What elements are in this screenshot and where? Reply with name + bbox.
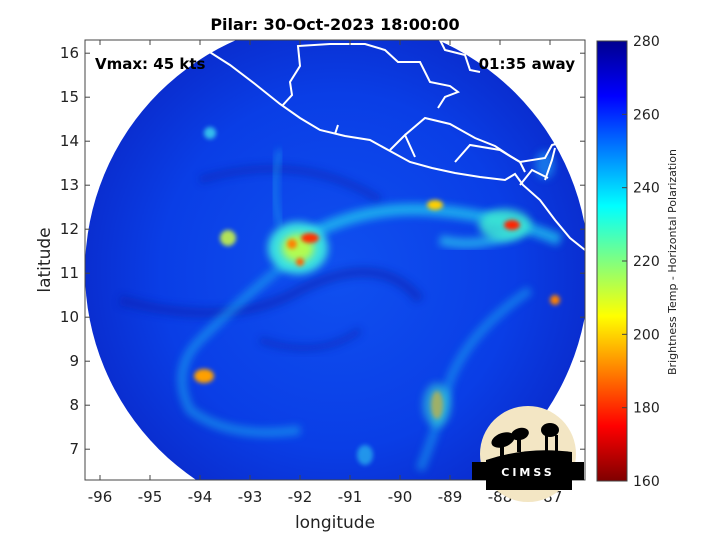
x-axis-label: longitude	[295, 513, 375, 533]
swath-disk	[85, 40, 585, 480]
x-tick-label: -91	[338, 488, 363, 506]
colorbar-tick-label: 180	[633, 401, 660, 417]
logo-dishes-icon	[486, 423, 572, 490]
y-tick-label: 15	[60, 88, 79, 106]
axes-frame	[84, 39, 586, 481]
x-tick-label: -96	[88, 488, 113, 506]
y-tick-label: 8	[69, 396, 79, 414]
coastline-borders	[85, 40, 585, 251]
y-axis-label: latitude	[35, 227, 55, 292]
logo-text: CIMSS	[501, 466, 554, 479]
y-tick-label: 10	[60, 308, 79, 326]
colorbar-tick-label: 280	[633, 34, 660, 50]
plot-title: Pilar: 30-Oct-2023 18:00:00	[210, 15, 459, 34]
colorbar-label: Brightness Temp - Horizontal Polarizatio…	[666, 149, 679, 375]
y-tick-label: 14	[60, 132, 79, 150]
vmax-annotation: Vmax: 45 kts	[95, 55, 205, 73]
map-area	[85, 40, 585, 480]
colorbar-tick-label: 220	[633, 254, 660, 270]
colorbar-tick-label: 160	[633, 474, 660, 490]
x-tick-label: -90	[388, 488, 413, 506]
colorbar: 160 180 200 220 240 260 280 Brightness Temp - …	[596, 34, 679, 490]
swath-features	[118, 127, 563, 472]
logo-banner	[472, 462, 584, 480]
x-tick-label: -92	[288, 488, 313, 506]
y-tick-label: 13	[60, 176, 79, 194]
x-axis-ticks: -96 -95 -94 -93 -92 -91 -90 -89 -88 -87	[88, 40, 562, 506]
time-away-annotation: 01:35 away	[479, 55, 576, 73]
x-tick-label: -93	[238, 488, 263, 506]
colorbar-tick-label: 200	[633, 327, 660, 343]
x-tick-label: -95	[138, 488, 163, 506]
colorbar-tick-label: 240	[633, 181, 660, 197]
colorbar-tick-label: 260	[633, 107, 660, 123]
x-tick-label: -89	[438, 488, 463, 506]
y-tick-label: 11	[60, 264, 79, 282]
y-tick-label: 12	[60, 220, 79, 238]
y-axis-ticks: 7 8 9 10 11 12 13 14 15 16	[60, 44, 585, 458]
x-tick-label: -94	[188, 488, 213, 506]
y-tick-label: 9	[69, 352, 79, 370]
y-tick-label: 16	[60, 44, 79, 62]
cimss-logo: CIMSS	[472, 406, 584, 502]
colorbar-ticks: 160 180 200 220 240 260 280	[622, 34, 660, 490]
y-tick-label: 7	[69, 440, 79, 458]
